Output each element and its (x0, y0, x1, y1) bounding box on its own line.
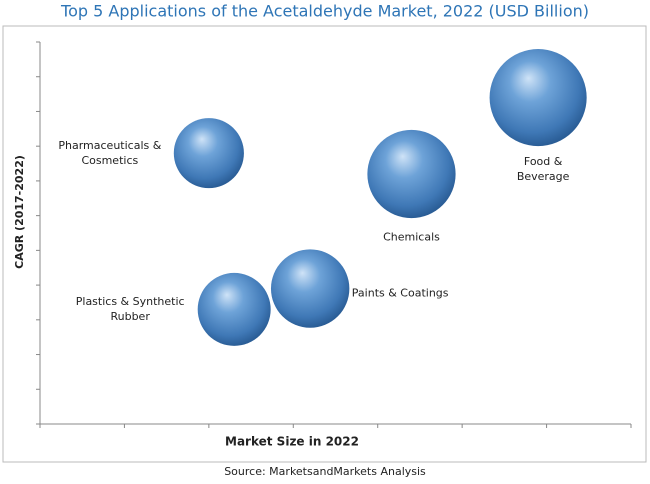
chart-title: Top 5 Applications of the Acetaldehyde M… (60, 2, 589, 21)
bubble-label: Paints & Coatings (351, 286, 449, 300)
bubble (197, 272, 271, 346)
bubble (270, 249, 350, 328)
bubble-label: Plastics & Synthetic Rubber (75, 295, 185, 324)
x-axis-title: Market Size in 2022 (225, 435, 359, 449)
y-axis-title: CAGR (2017-2022) (13, 155, 26, 269)
bubble (367, 129, 456, 219)
chart-border (2, 25, 647, 463)
bubble-label: Chemicals (383, 230, 440, 244)
bubble (489, 49, 587, 147)
source-note: Source: MarketsandMarkets Analysis (224, 465, 426, 478)
bubble-label: Food & Beverage (516, 154, 570, 183)
bubble (173, 118, 244, 189)
bubble-label: Pharmaceuticals & Cosmetics (58, 139, 162, 168)
